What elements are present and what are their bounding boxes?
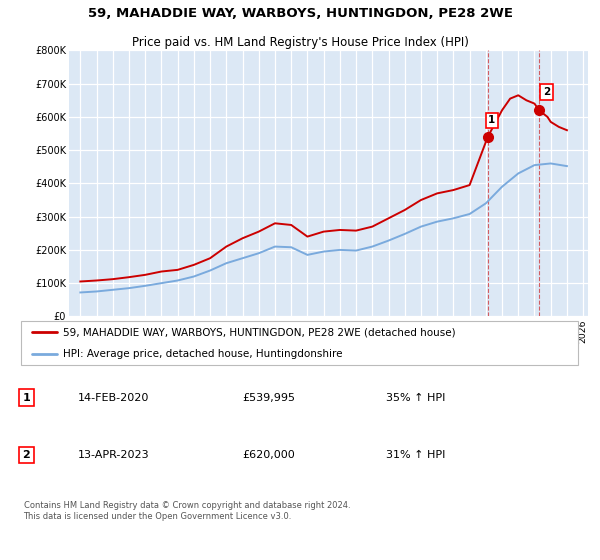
Text: 2: 2 xyxy=(23,450,30,460)
Text: 2: 2 xyxy=(542,87,550,97)
Text: Contains HM Land Registry data © Crown copyright and database right 2024.
This d: Contains HM Land Registry data © Crown c… xyxy=(23,501,350,521)
Text: £539,995: £539,995 xyxy=(242,393,295,403)
Text: 14-FEB-2020: 14-FEB-2020 xyxy=(78,393,149,403)
Text: 13-APR-2023: 13-APR-2023 xyxy=(78,450,150,460)
Text: 1: 1 xyxy=(23,393,30,403)
Text: £620,000: £620,000 xyxy=(242,450,295,460)
Text: 31% ↑ HPI: 31% ↑ HPI xyxy=(386,450,446,460)
Text: 35% ↑ HPI: 35% ↑ HPI xyxy=(386,393,446,403)
Text: 59, MAHADDIE WAY, WARBOYS, HUNTINGDON, PE28 2WE (detached house): 59, MAHADDIE WAY, WARBOYS, HUNTINGDON, P… xyxy=(63,327,456,337)
Text: HPI: Average price, detached house, Huntingdonshire: HPI: Average price, detached house, Hunt… xyxy=(63,349,343,359)
Text: Price paid vs. HM Land Registry's House Price Index (HPI): Price paid vs. HM Land Registry's House … xyxy=(131,36,469,49)
FancyBboxPatch shape xyxy=(21,321,578,365)
Text: 59, MAHADDIE WAY, WARBOYS, HUNTINGDON, PE28 2WE: 59, MAHADDIE WAY, WARBOYS, HUNTINGDON, P… xyxy=(88,7,512,20)
Text: 1: 1 xyxy=(488,115,496,125)
